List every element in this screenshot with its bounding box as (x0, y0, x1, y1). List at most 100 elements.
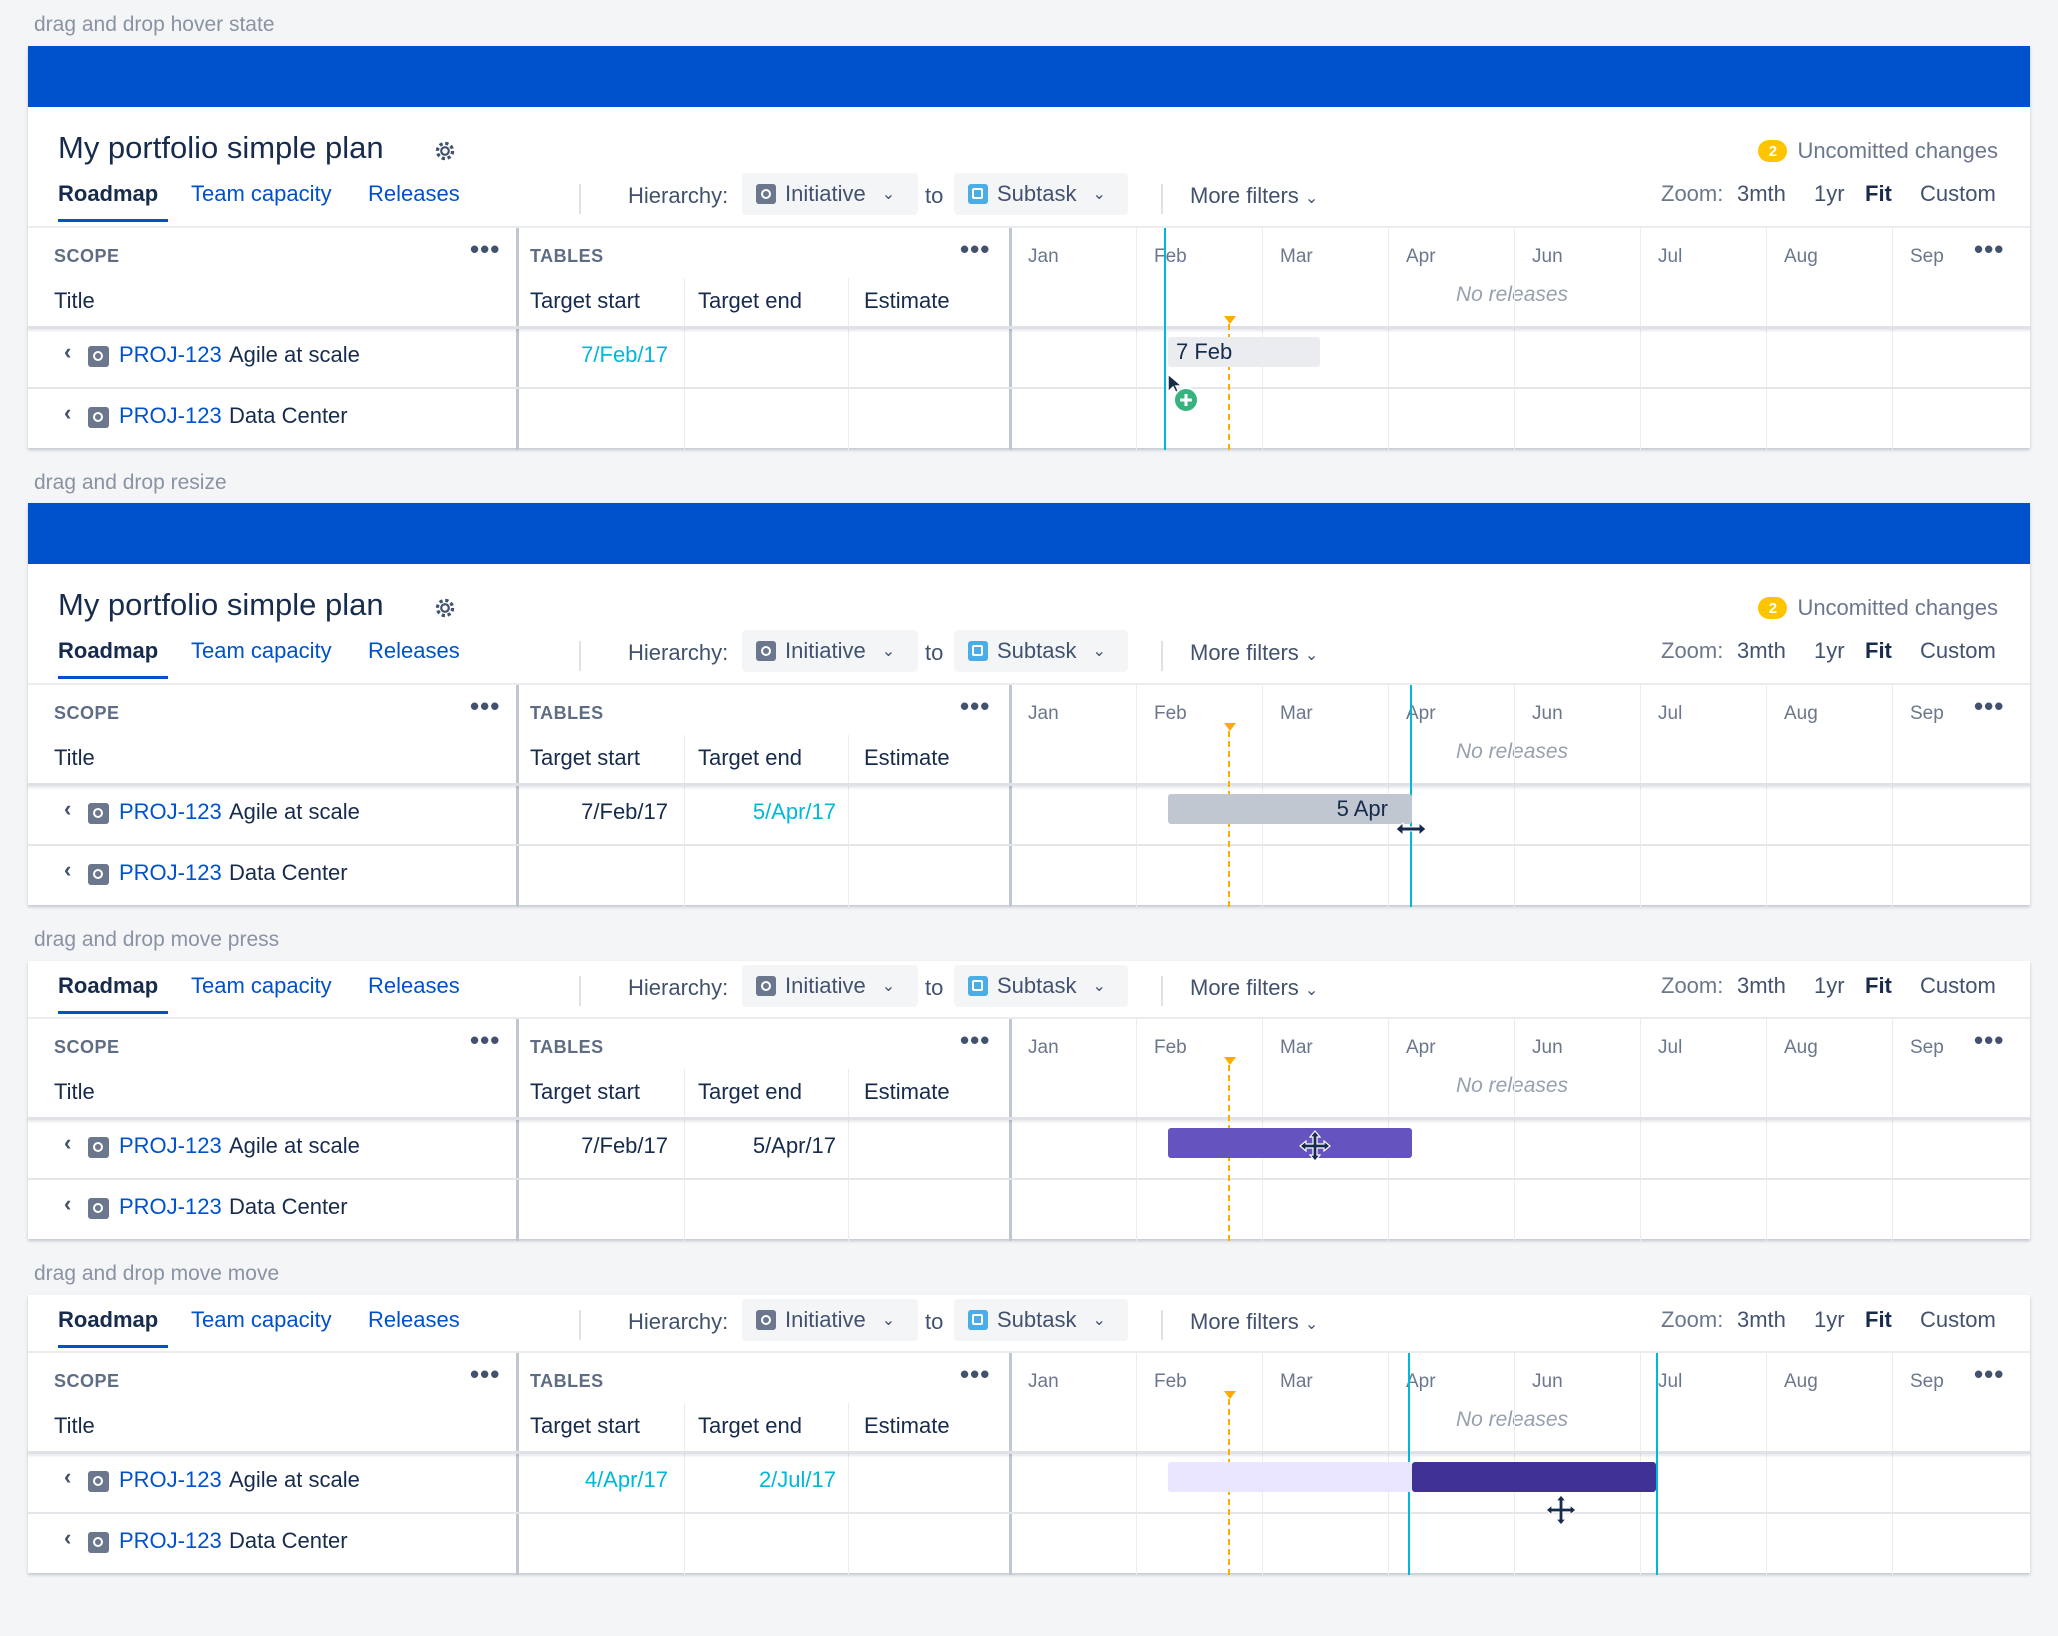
uncommitted-changes[interactable]: 2 Uncomitted changes (1758, 138, 1998, 164)
zoom-custom[interactable]: Custom (1920, 181, 1996, 206)
issue-key-link[interactable]: PROJ-123 (119, 403, 222, 428)
issue-key-link[interactable]: PROJ-123 (119, 1528, 222, 1553)
hierarchy-label: Hierarchy: (628, 975, 729, 1000)
hierarchy-to-dropdown[interactable]: Subtask ⌄ (954, 965, 1128, 1007)
state-caption: drag and drop hover state (34, 13, 275, 36)
tab-roadmap[interactable]: Roadmap (58, 973, 159, 998)
zoom-1yr[interactable]: 1yr (1814, 181, 1845, 206)
chevron-left-icon[interactable]: ‹ (64, 1464, 72, 1489)
plan-panel-hover: My portfolio simple plan 2 Uncomitted cha… (28, 46, 2030, 450)
tab-releases[interactable]: Releases (368, 638, 460, 663)
hierarchy-from-dropdown[interactable]: Initiative ⌄ (742, 173, 918, 215)
initiative-icon (88, 1471, 109, 1492)
zoom-3mth[interactable]: 3mth (1737, 638, 1786, 663)
page-title: My portfolio simple plan (58, 130, 384, 165)
target-start-cell[interactable]: 4/Apr/17 (584, 1467, 668, 1492)
issue-key-link[interactable]: PROJ-123 (119, 342, 222, 367)
zoom-3mth[interactable]: 3mth (1737, 181, 1786, 206)
uncommitted-changes[interactable]: 2 Uncomitted changes (1758, 595, 1998, 621)
timeline-bar-preview[interactable]: 7 Feb (1168, 337, 1320, 367)
tab-team-capacity[interactable]: Team capacity (191, 181, 332, 206)
chevron-left-icon[interactable]: ‹ (64, 400, 72, 425)
issue-key-link[interactable]: PROJ-123 (119, 860, 222, 885)
zoom-3mth[interactable]: 3mth (1737, 973, 1786, 998)
active-tab-indicator (58, 1345, 168, 1348)
zoom-custom[interactable]: Custom (1920, 1307, 1996, 1332)
more-icon[interactable]: ••• (470, 1359, 501, 1389)
tab-team-capacity[interactable]: Team capacity (191, 973, 332, 998)
target-start-cell[interactable]: 7/Feb/17 (581, 799, 668, 824)
timeline-bar[interactable] (1168, 1128, 1412, 1158)
more-icon[interactable]: ••• (1974, 234, 2005, 264)
hierarchy-from-dropdown[interactable]: Initiative ⌄ (742, 630, 918, 672)
zoom-3mth[interactable]: 3mth (1737, 1307, 1786, 1332)
divider (1009, 1353, 1012, 1575)
more-icon[interactable]: ••• (1974, 691, 2005, 721)
more-icon[interactable]: ••• (1974, 1025, 2005, 1055)
issue-key-link[interactable]: PROJ-123 (119, 799, 222, 824)
target-start-cell[interactable]: 7/Feb/17 (581, 342, 668, 367)
chevron-left-icon[interactable]: ‹ (64, 1191, 72, 1216)
divider (1161, 976, 1163, 1006)
more-icon[interactable]: ••• (1974, 1359, 2005, 1389)
target-end-cell[interactable]: 2/Jul/17 (758, 1467, 836, 1492)
issue-title: Data Center (229, 403, 348, 428)
chevron-down-icon: ⌄ (1304, 647, 1319, 664)
tab-team-capacity[interactable]: Team capacity (191, 638, 332, 663)
target-start-cell[interactable]: 7/Feb/17 (581, 1133, 668, 1158)
issue-key-link[interactable]: PROJ-123 (119, 1133, 222, 1158)
chevron-left-icon[interactable]: ‹ (64, 1130, 72, 1155)
more-filters-label: More filters (1190, 975, 1299, 1000)
target-end-cell[interactable]: 5/Apr/17 (752, 799, 836, 824)
hierarchy-to-dropdown[interactable]: Subtask ⌄ (954, 173, 1128, 215)
timeline-bar[interactable] (1412, 1462, 1656, 1492)
more-icon[interactable]: ••• (960, 691, 991, 721)
zoom-custom[interactable]: Custom (1920, 973, 1996, 998)
zoom-fit[interactable]: Fit (1865, 1307, 1892, 1332)
hierarchy-to-dropdown[interactable]: Subtask ⌄ (954, 630, 1128, 672)
zoom-1yr[interactable]: 1yr (1814, 1307, 1845, 1332)
timeline-bar[interactable]: 5 Apr (1168, 794, 1412, 824)
more-icon[interactable]: ••• (960, 234, 991, 264)
tab-roadmap[interactable]: Roadmap (58, 1307, 159, 1332)
zoom-fit[interactable]: Fit (1865, 973, 1892, 998)
target-end-cell[interactable]: 5/Apr/17 (752, 1133, 836, 1158)
chevron-left-icon[interactable]: ‹ (64, 796, 72, 821)
tab-team-capacity[interactable]: Team capacity (191, 1307, 332, 1332)
tab-releases[interactable]: Releases (368, 181, 460, 206)
issue-key-link[interactable]: PROJ-123 (119, 1194, 222, 1219)
more-filters-button[interactable]: More filters ⌄ (1190, 975, 1318, 1001)
zoom-fit[interactable]: Fit (1865, 181, 1892, 206)
divider (1009, 228, 1012, 450)
hierarchy-to-label: to (925, 183, 944, 208)
target-end-column-header: Target end (698, 1413, 802, 1438)
more-icon[interactable]: ••• (470, 1025, 501, 1055)
header-divider (28, 326, 2030, 329)
hierarchy-from-dropdown[interactable]: Initiative ⌄ (742, 1299, 918, 1341)
more-icon[interactable]: ••• (960, 1359, 991, 1389)
gear-icon[interactable] (432, 138, 458, 164)
tab-releases[interactable]: Releases (368, 973, 460, 998)
chevron-left-icon[interactable]: ‹ (64, 1525, 72, 1550)
zoom-1yr[interactable]: 1yr (1814, 638, 1845, 663)
hierarchy-from-dropdown[interactable]: Initiative ⌄ (742, 965, 918, 1007)
more-filters-button[interactable]: More filters ⌄ (1190, 183, 1318, 209)
hierarchy-to-dropdown[interactable]: Subtask ⌄ (954, 1299, 1128, 1341)
tab-roadmap[interactable]: Roadmap (58, 638, 159, 663)
zoom-1yr[interactable]: 1yr (1814, 973, 1845, 998)
gear-icon[interactable] (432, 595, 458, 621)
tab-roadmap[interactable]: Roadmap (58, 181, 159, 206)
more-icon[interactable]: ••• (960, 1025, 991, 1055)
no-releases-label: No releases (1456, 1074, 1569, 1097)
more-filters-button[interactable]: More filters ⌄ (1190, 640, 1318, 666)
zoom-custom[interactable]: Custom (1920, 638, 1996, 663)
issue-key-link[interactable]: PROJ-123 (119, 1467, 222, 1492)
more-icon[interactable]: ••• (470, 691, 501, 721)
more-icon[interactable]: ••• (470, 234, 501, 264)
no-releases-label: No releases (1456, 283, 1569, 306)
tab-releases[interactable]: Releases (368, 1307, 460, 1332)
more-filters-button[interactable]: More filters ⌄ (1190, 1309, 1318, 1335)
chevron-left-icon[interactable]: ‹ (64, 339, 72, 364)
chevron-left-icon[interactable]: ‹ (64, 857, 72, 882)
zoom-fit[interactable]: Fit (1865, 638, 1892, 663)
